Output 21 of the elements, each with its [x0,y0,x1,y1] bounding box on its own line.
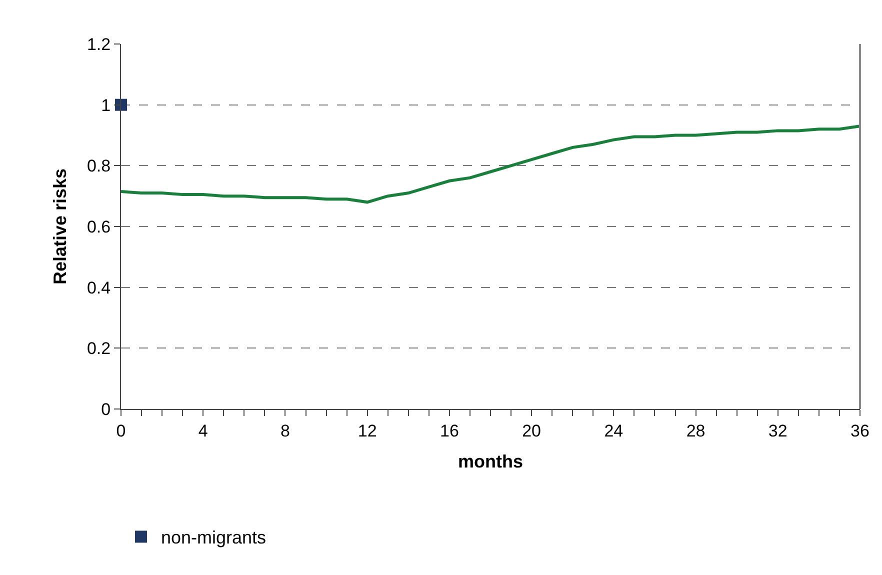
y-tick-label: 1 [101,96,111,115]
legend-label: non-migrants [161,528,266,548]
y-tick-label: 0.8 [86,156,111,176]
x-tick-label: 32 [768,421,788,440]
y-axis-title: Relative risks [50,168,70,285]
x-tick-label: 8 [280,421,290,440]
x-tick-label: 28 [686,421,706,440]
x-tick-label: 12 [358,421,377,440]
line-series [121,124,860,204]
y-tick-label: 0.2 [86,339,111,358]
x-tick-label: 16 [440,421,459,440]
x-tick-label: 20 [522,421,542,440]
x-tick-label: 36 [850,421,870,440]
x-tick-label: 24 [604,421,624,440]
y-tick-label: 1.2 [86,34,111,54]
x-tick-label: 0 [116,421,126,440]
x-tick-label: 4 [198,421,208,440]
y-tick-label: 0 [101,400,111,419]
y-tick-label: 0.6 [86,217,111,236]
x-axis-title: months [458,452,523,472]
y-tick-label: 0.4 [86,278,111,298]
